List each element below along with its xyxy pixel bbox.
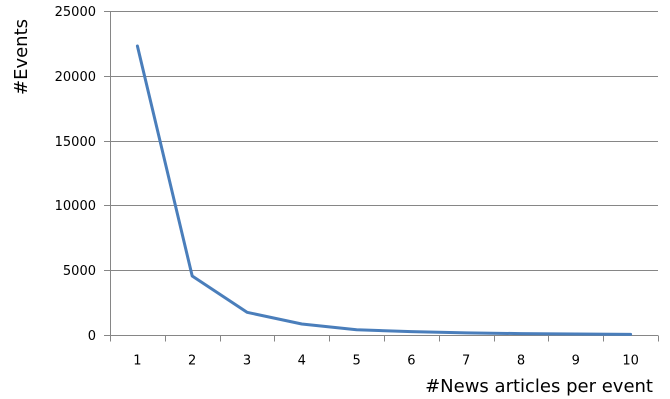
x-tick-label-6: 6 xyxy=(407,354,415,369)
series-group xyxy=(135,44,633,336)
y-tick-label-0: 0 xyxy=(88,329,96,344)
axes xyxy=(104,11,659,342)
y-tick-label-5000: 5000 xyxy=(63,264,96,279)
x-tick-label-2: 2 xyxy=(188,354,196,369)
y-tick-label-10000: 10000 xyxy=(55,199,96,214)
x-tick-label-4: 4 xyxy=(298,354,306,369)
series-line-0 xyxy=(135,44,633,336)
x-tick-label-7: 7 xyxy=(462,354,470,369)
x-axis-title: #News articles per event xyxy=(425,376,653,397)
x-tick-label-9: 9 xyxy=(572,354,580,369)
y-tick-label-20000: 20000 xyxy=(55,70,96,85)
y-axis-title: #Events xyxy=(11,19,32,95)
x-tick-label-8: 8 xyxy=(517,354,525,369)
x-tick-label-5: 5 xyxy=(352,354,360,369)
tick-labels: 0 5000 10000 15000 20000 25000 1 2 3 4 5 6 7 8 9 10 xyxy=(55,5,639,369)
gridlines xyxy=(110,11,658,271)
x-tick-label-1: 1 xyxy=(133,354,141,369)
y-tick-label-15000: 15000 xyxy=(55,135,96,150)
x-tick-label-3: 3 xyxy=(243,354,251,369)
x-tick-label-10: 10 xyxy=(622,354,639,369)
y-tick-label-25000: 25000 xyxy=(55,5,96,20)
